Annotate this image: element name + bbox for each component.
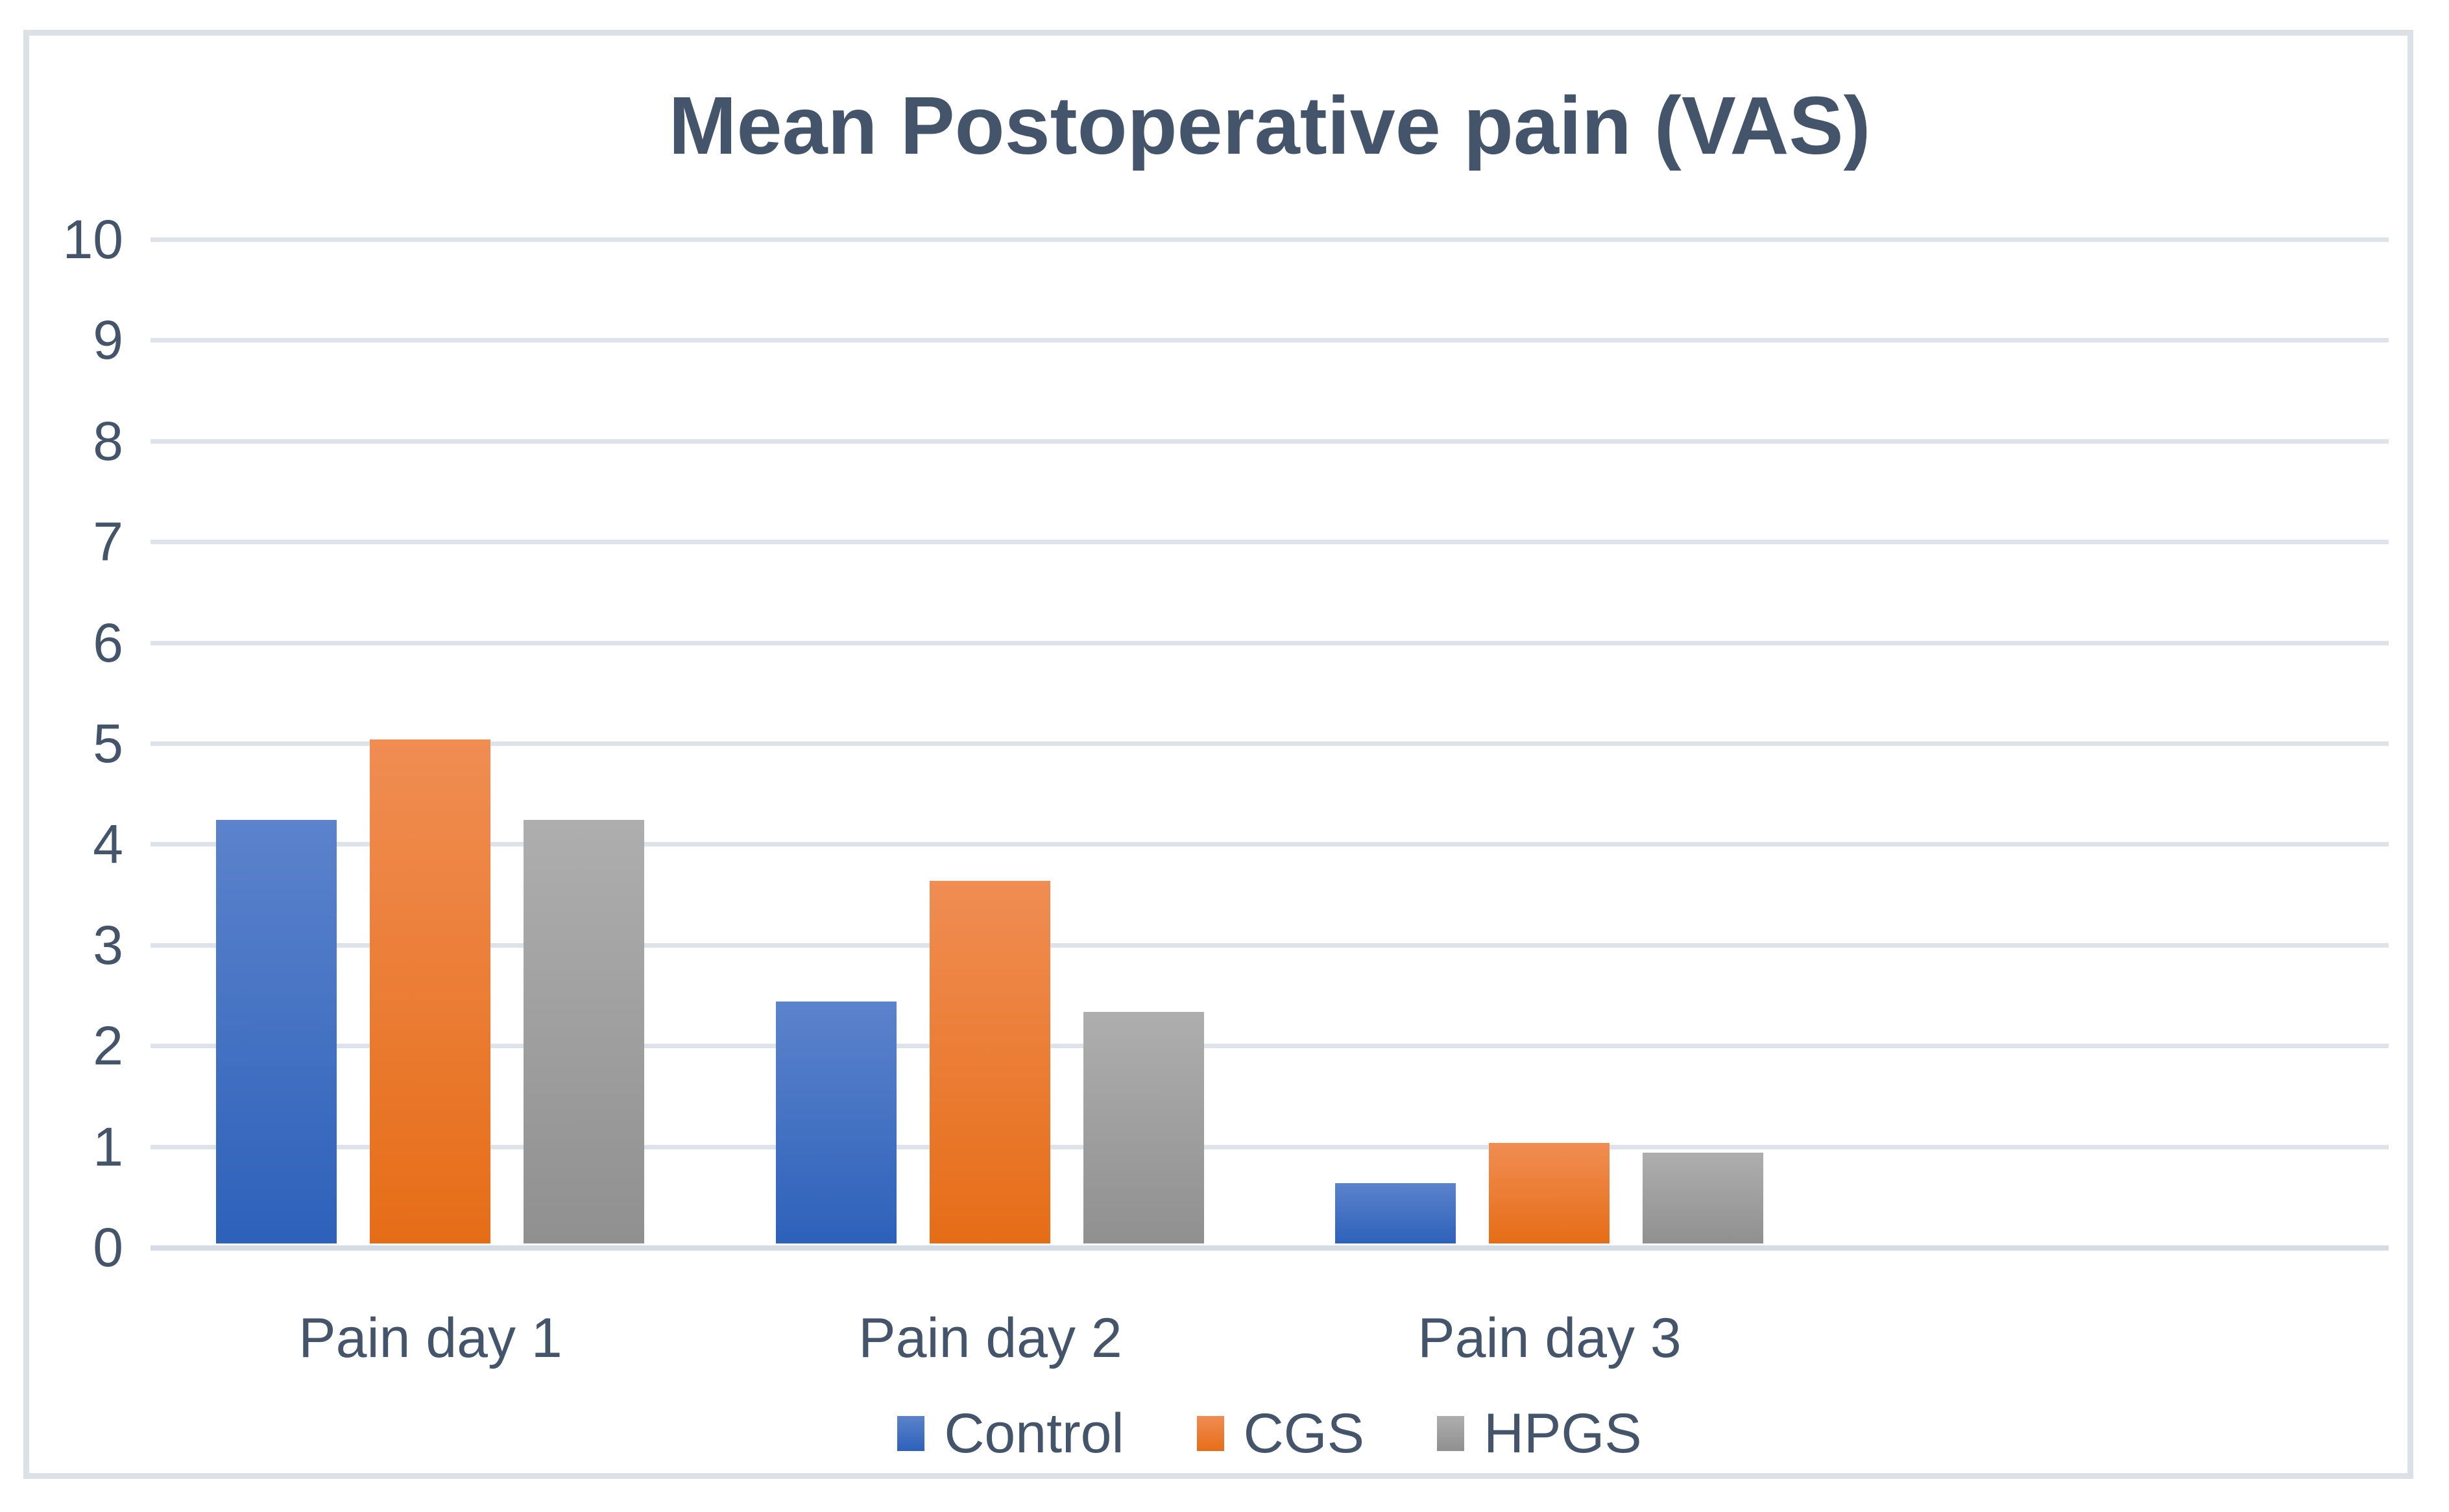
gridline <box>151 439 2389 444</box>
gridline <box>151 540 2389 544</box>
legend-swatch-icon <box>1436 1416 1464 1451</box>
y-tick-label: 0 <box>93 1217 123 1278</box>
x-axis-line <box>151 1245 2389 1251</box>
legend-item-cgs: CGS <box>1196 1402 1364 1465</box>
legend: Control CGS HPGS <box>151 1391 2389 1476</box>
bar-cgs-pain-day-3 <box>1489 1143 1610 1243</box>
legend-label: HPGS <box>1483 1402 1642 1465</box>
bar-hpgs-pain-day-1 <box>524 820 644 1243</box>
bar-cgs-pain-day-1 <box>370 739 490 1243</box>
legend-label: CGS <box>1243 1402 1364 1465</box>
legend-item-hpgs: HPGS <box>1436 1402 1642 1465</box>
legend-swatch-icon <box>1196 1416 1224 1451</box>
gridline <box>151 741 2389 746</box>
gridline <box>151 237 2389 242</box>
bar-hpgs-pain-day-3 <box>1643 1153 1763 1243</box>
y-tick-label: 6 <box>93 612 123 673</box>
x-category-label: Pain day 3 <box>1418 1307 1682 1369</box>
y-tick-label: 4 <box>93 813 123 874</box>
y-tick-label: 8 <box>93 411 123 472</box>
gridline <box>151 1145 2389 1149</box>
bar-control-pain-day-1 <box>216 820 337 1243</box>
legend-label: Control <box>944 1402 1124 1465</box>
y-tick-label: 5 <box>93 713 123 774</box>
y-tick-label: 2 <box>93 1015 123 1076</box>
gridline <box>151 338 2389 342</box>
legend-swatch-icon <box>897 1416 925 1451</box>
bar-hpgs-pain-day-2 <box>1083 1012 1204 1243</box>
bar-cgs-pain-day-2 <box>930 881 1050 1243</box>
y-tick-label: 1 <box>93 1116 123 1177</box>
gridline <box>151 943 2389 948</box>
gridline <box>151 842 2389 846</box>
y-tick-label: 9 <box>93 309 123 370</box>
x-category-label: Pain day 2 <box>858 1307 1122 1369</box>
y-tick-label: 7 <box>93 511 123 572</box>
gridline <box>151 1044 2389 1048</box>
plot-area <box>151 237 2389 1251</box>
legend-item-control: Control <box>897 1406 1124 1461</box>
y-tick-label: 10 <box>62 209 123 270</box>
y-tick-label: 3 <box>93 915 123 976</box>
chart-title: Mean Postoperative pain (VAS) <box>668 80 1871 171</box>
bar-control-pain-day-2 <box>776 1002 897 1243</box>
x-category-label: Pain day 1 <box>298 1307 562 1369</box>
gridline <box>151 641 2389 645</box>
bar-control-pain-day-3 <box>1335 1183 1456 1243</box>
